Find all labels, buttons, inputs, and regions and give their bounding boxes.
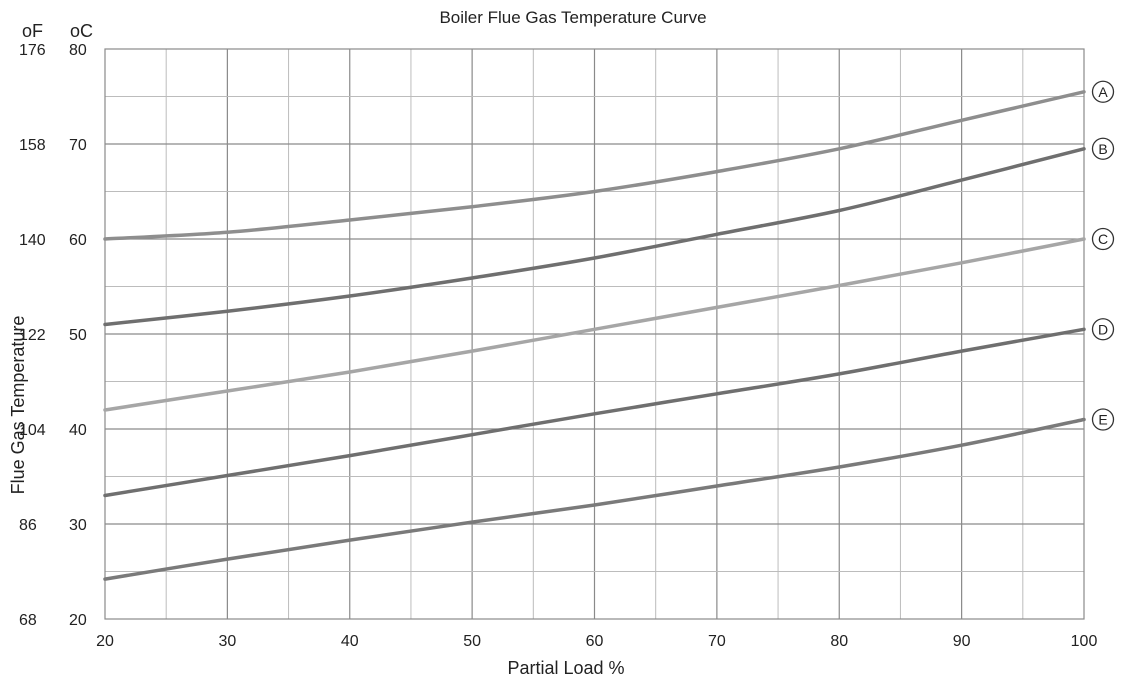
plot-frame — [104, 48, 1085, 620]
x-tick-label: 30 — [218, 633, 236, 650]
unit-celsius-label: oC — [70, 21, 93, 41]
y-tick-label-f: 86 — [19, 517, 37, 534]
series-lines — [103, 90, 1086, 581]
x-tick-label: 90 — [953, 633, 971, 650]
y-axis-label: Flue Gas Temperature — [8, 316, 28, 495]
series-line-b — [103, 147, 1086, 327]
grid — [104, 48, 1085, 620]
series-line-c — [103, 237, 1086, 412]
x-tick-label: 40 — [341, 633, 359, 650]
series-marker-d-label: D — [1098, 321, 1108, 337]
y-tick-label-c: 80 — [69, 42, 87, 59]
series-marker-c-label: C — [1098, 231, 1108, 247]
series-marker-c-circle — [1091, 227, 1115, 251]
y-tick-label-c: 70 — [69, 137, 87, 154]
y-axis-ticks: 68 20 86 30 104 40 122 50 140 60 158 70 176 80 — [19, 42, 87, 629]
y-tick-label-f: 158 — [19, 137, 46, 154]
series-marker-e-circle — [1091, 408, 1115, 431]
y-tick-label-f: 68 — [19, 612, 37, 629]
series-marker-a-circle — [1091, 80, 1115, 103]
x-tick-label: 60 — [586, 633, 604, 650]
series-line-e — [103, 417, 1086, 581]
series-marker-e-label: E — [1098, 412, 1107, 428]
x-tick-label: 100 — [1071, 633, 1098, 650]
unit-fahrenheit-label: oF — [22, 21, 43, 41]
x-axis-label: Partial Load % — [507, 658, 624, 678]
series-markers: A B C D E — [1091, 80, 1115, 431]
y-tick-label-f: 176 — [19, 42, 46, 59]
y-tick-label-f: 140 — [19, 232, 46, 249]
y-tick-label-c: 20 — [69, 612, 87, 629]
x-axis-ticks: 20 30 40 50 60 70 80 90 100 — [96, 633, 1097, 650]
y-tick-label-f: 104 — [19, 422, 46, 439]
x-tick-label: 20 — [96, 633, 114, 650]
y-tick-label-f: 122 — [19, 327, 46, 344]
y-tick-label-c: 50 — [69, 327, 87, 344]
series-line-a — [103, 90, 1086, 241]
y-tick-label-c: 60 — [69, 232, 87, 249]
series-marker-b-circle — [1091, 137, 1115, 160]
x-tick-label: 70 — [708, 633, 726, 650]
series-line-d — [103, 327, 1086, 498]
chart-title: Boiler Flue Gas Temperature Curve — [439, 8, 706, 27]
x-tick-label: 80 — [830, 633, 848, 650]
y-tick-label-c: 30 — [69, 517, 87, 534]
x-tick-label: 50 — [463, 633, 481, 650]
y-tick-label-c: 40 — [69, 422, 87, 439]
series-marker-d-circle — [1091, 318, 1115, 341]
series-marker-b-label: B — [1098, 141, 1107, 157]
series-marker-a-label: A — [1098, 84, 1108, 100]
